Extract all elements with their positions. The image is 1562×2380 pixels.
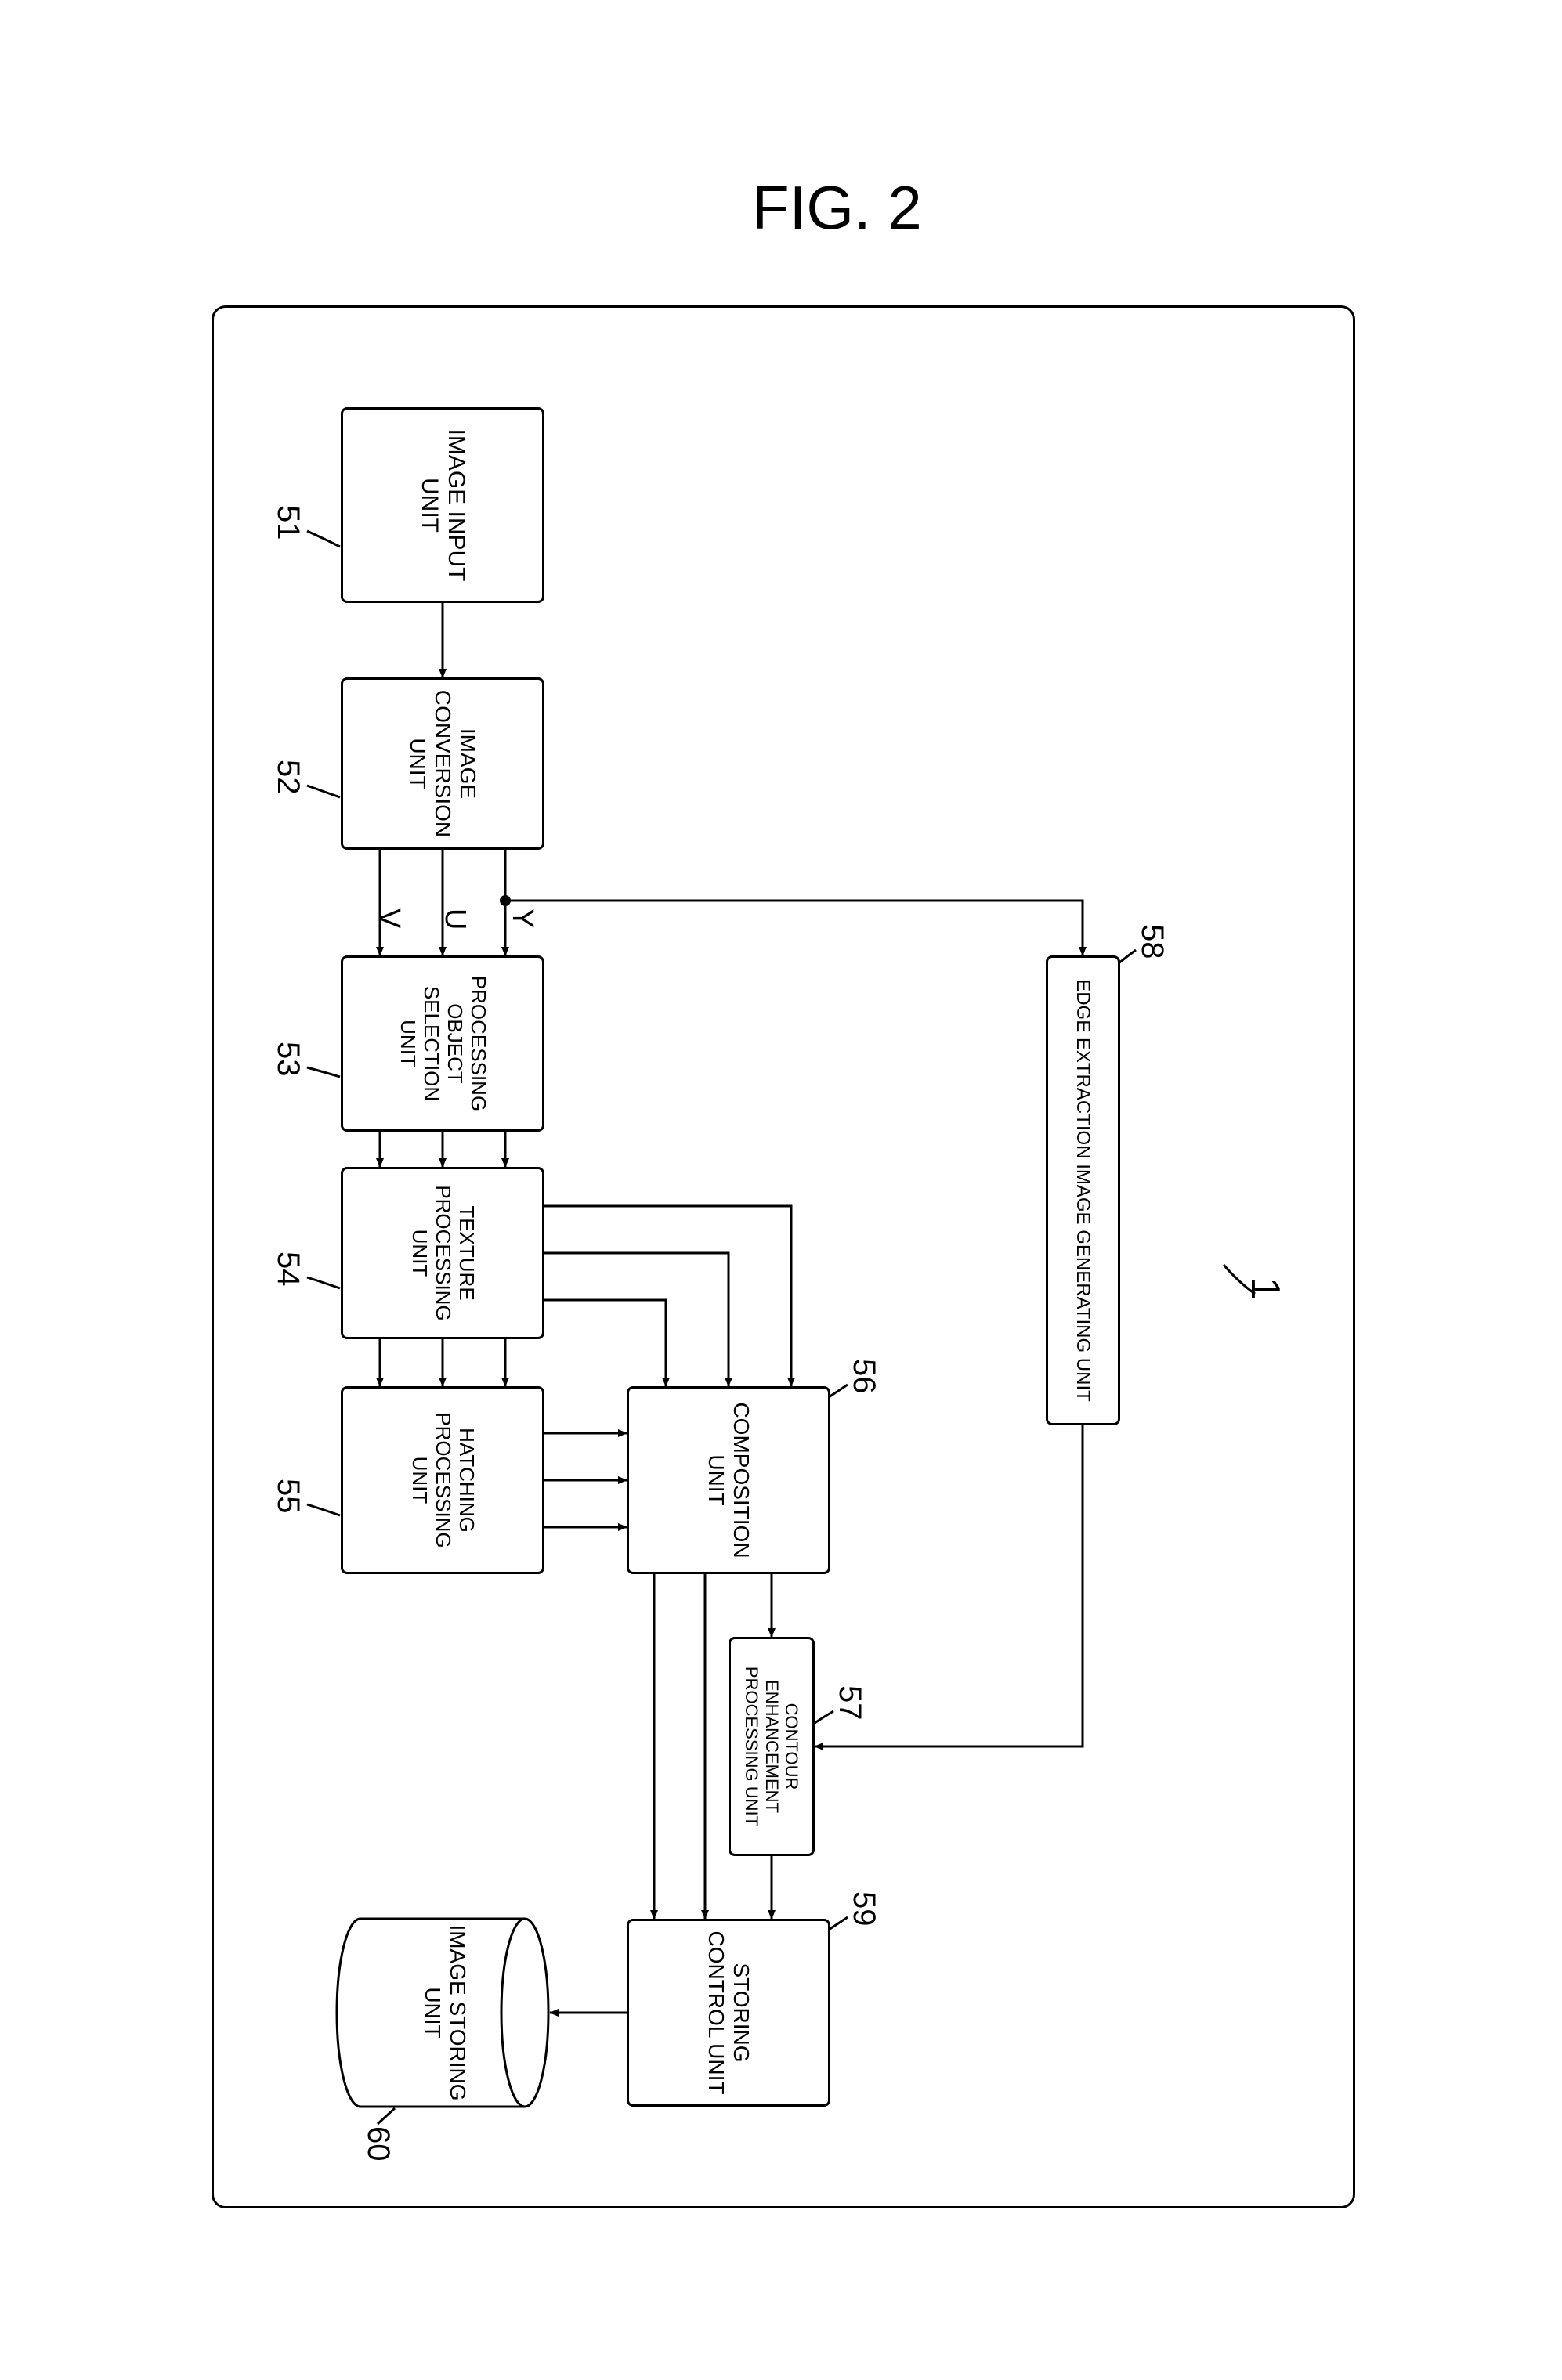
signal-v: V	[372, 908, 406, 928]
block-contour-enhancement-label: CONTOUR ENHANCEMENT PROCESSING UNIT	[739, 1639, 805, 1854]
block-contour-enhancement: CONTOUR ENHANCEMENT PROCESSING UNIT	[729, 1637, 815, 1856]
figure-title: FIG. 2	[752, 172, 922, 244]
id-57: 57	[832, 1685, 867, 1721]
block-storing-control-label: STORING CONTROL UNIT	[700, 1921, 757, 2104]
block-image-conversion: IMAGE CONVERSION UNIT	[341, 677, 544, 850]
block-image-input: IMAGE INPUT UNIT	[341, 407, 544, 603]
id-60: 60	[360, 2126, 396, 2162]
diagram-rotator: 1 IMAGE INPUT UNIT IMAGE CONVERSION UNIT…	[212, 305, 1355, 2208]
id-59: 59	[846, 1891, 881, 1927]
block-image-conversion-label: IMAGE CONVERSION UNIT	[402, 680, 484, 847]
id-54: 54	[270, 1251, 306, 1287]
block-edge-extraction-label: EDGE EXTRACTION IMAGE GENERATING UNIT	[1069, 974, 1097, 1407]
page: FIG. 2 1 IMAGE INPUT UNIT IMAGE CONVERSI…	[0, 0, 1562, 2380]
block-processing-object-selection-label: PROCESSING OBJECT SELECTION UNIT	[392, 958, 493, 1129]
block-texture-processing-label: TEXTURE PROCESSING UNIT	[404, 1169, 481, 1337]
block-composition-label: COMPOSITION UNIT	[700, 1389, 757, 1572]
block-storing-control: STORING CONTROL UNIT	[627, 1919, 830, 2107]
block-texture-processing: TEXTURE PROCESSING UNIT	[341, 1167, 544, 1339]
id-55: 55	[270, 1479, 306, 1514]
id-58: 58	[1134, 924, 1170, 959]
diagram-inner: 1 IMAGE INPUT UNIT IMAGE CONVERSION UNIT…	[212, 305, 1355, 2208]
block-image-storing-label: IMAGE STORING UNIT	[420, 1919, 470, 2107]
id-53: 53	[270, 1042, 306, 1077]
signal-y: Y	[505, 908, 539, 928]
block-edge-extraction: EDGE EXTRACTION IMAGE GENERATING UNIT	[1046, 955, 1120, 1425]
block-hatching-processing-label: HATCHING PROCESSING UNIT	[404, 1389, 481, 1572]
system-label: 1	[1242, 1277, 1289, 1300]
block-image-input-label: IMAGE INPUT UNIT	[413, 410, 473, 601]
signal-u: U	[438, 908, 472, 930]
id-56: 56	[846, 1359, 881, 1394]
id-51: 51	[270, 505, 306, 540]
block-hatching-processing: HATCHING PROCESSING UNIT	[341, 1386, 544, 1574]
block-composition: COMPOSITION UNIT	[627, 1386, 830, 1574]
block-processing-object-selection: PROCESSING OBJECT SELECTION UNIT	[341, 955, 544, 1132]
id-52: 52	[270, 760, 306, 795]
